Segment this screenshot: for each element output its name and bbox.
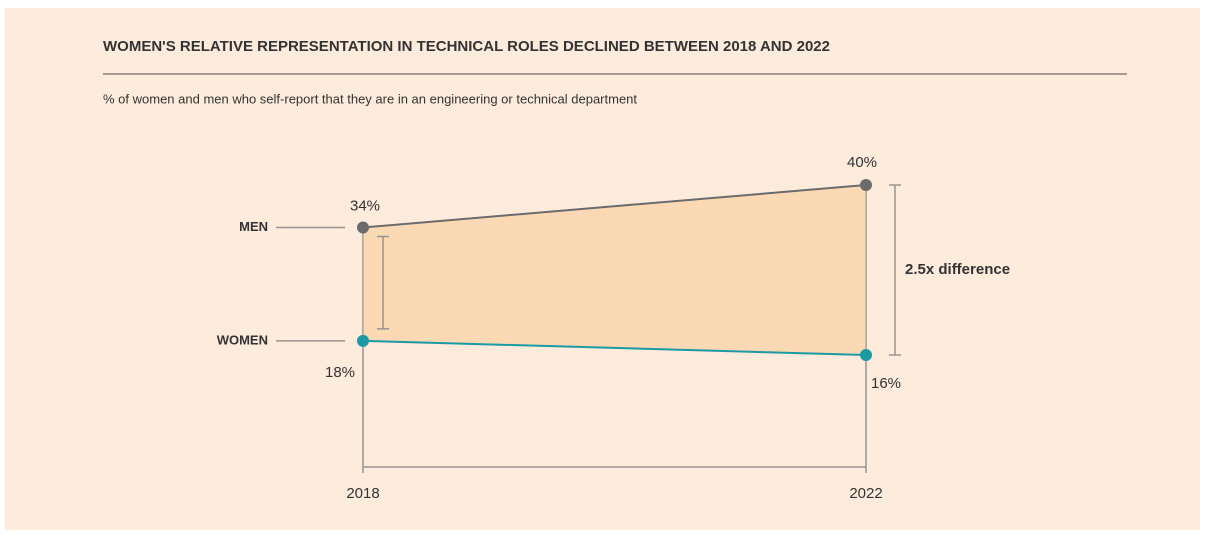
annotation: 2.5x difference [905, 261, 1010, 278]
value-label: 34% [350, 197, 380, 214]
series-line [362, 184, 867, 229]
series-label: WOMEN [217, 332, 268, 347]
value-label: 18% [325, 364, 355, 381]
value-label: 16% [871, 375, 901, 392]
chart-title: WOMEN'S RELATIVE REPRESENTATION IN TECHN… [103, 38, 830, 55]
point [357, 221, 369, 234]
series-label: MEN [239, 219, 268, 234]
subtitle: % of women and men who self-report that … [103, 91, 637, 106]
value-label: 40% [847, 154, 877, 171]
x-tick-label: 2022 [849, 485, 882, 502]
point [860, 349, 872, 361]
series-line [362, 339, 867, 356]
x-tick-label: 2018 [346, 485, 379, 502]
point [357, 334, 369, 347]
point [860, 179, 872, 191]
